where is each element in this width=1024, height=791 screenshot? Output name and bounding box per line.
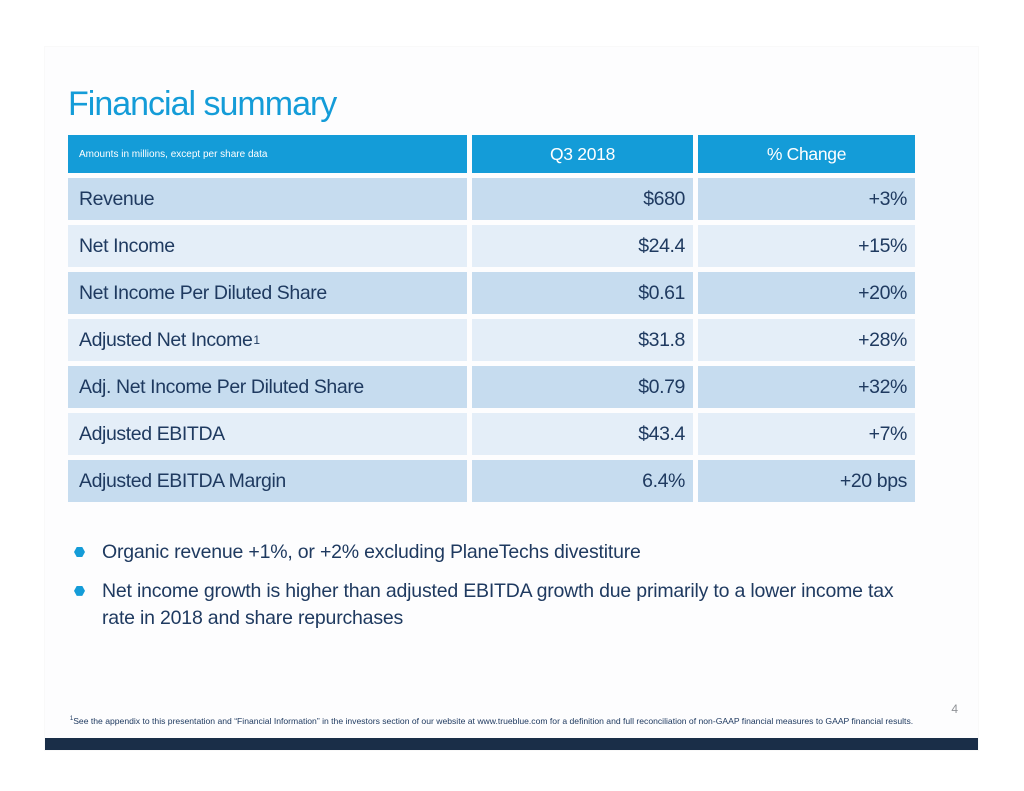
- table-header-row: Amounts in millions, except per share da…: [68, 135, 915, 173]
- bullet-hexagon-icon: [74, 585, 85, 596]
- row-value: $680: [472, 178, 693, 220]
- row-change: +20%: [698, 272, 915, 314]
- row-label: Adjusted EBITDA Margin: [68, 460, 467, 502]
- column-header-q3-2018: Q3 2018: [472, 135, 693, 173]
- row-label: Revenue: [68, 178, 467, 220]
- row-value: $43.4: [472, 413, 693, 455]
- table-row: Net Income $24.4 +15%: [68, 225, 915, 267]
- row-value: $0.79: [472, 366, 693, 408]
- row-label: Adj. Net Income Per Diluted Share: [68, 366, 467, 408]
- table-row: Adjusted Net Income 1 $31.8 +28%: [68, 319, 915, 361]
- bullet-item: Net income growth is higher than adjuste…: [68, 578, 928, 632]
- row-change: +20 bps: [698, 460, 915, 502]
- footnote-text: See the appendix to this presentation an…: [73, 716, 914, 726]
- table-row: Adjusted EBITDA Margin 6.4% +20 bps: [68, 460, 915, 502]
- bullet-hexagon-icon: [74, 547, 85, 557]
- footnote-superscript: 1: [69, 716, 74, 723]
- table-row: Adjusted EBITDA $43.4 +7%: [68, 413, 915, 455]
- financial-summary-table: Amounts in millions, except per share da…: [68, 135, 915, 502]
- row-label: Net Income: [68, 225, 467, 267]
- table-row: Adj. Net Income Per Diluted Share $0.79 …: [68, 366, 915, 408]
- row-value: $0.61: [472, 272, 693, 314]
- bullet-text: Net income growth is higher than adjuste…: [102, 579, 894, 629]
- bullet-text: Organic revenue +1%, or +2% excluding Pl…: [102, 541, 641, 563]
- row-label: Adjusted Net Income 1: [68, 319, 467, 361]
- row-change: +32%: [698, 366, 915, 408]
- table-row: Revenue $680 +3%: [68, 178, 915, 220]
- column-header-pct-change: % Change: [698, 135, 915, 173]
- footnote: 1See the appendix to this presentation a…: [68, 716, 915, 726]
- row-change: +15%: [698, 225, 915, 267]
- bullet-item: Organic revenue +1%, or +2% excluding Pl…: [68, 539, 928, 566]
- row-value: $24.4: [472, 225, 693, 267]
- table-note: Amounts in millions, except per share da…: [68, 135, 467, 173]
- row-value: $31.8: [472, 319, 693, 361]
- row-label: Adjusted EBITDA: [68, 413, 467, 455]
- table-row: Net Income Per Diluted Share $0.61 +20%: [68, 272, 915, 314]
- row-value: 6.4%: [472, 460, 693, 502]
- row-change: +28%: [698, 319, 915, 361]
- presentation-slide: Financial summary Amounts in millions, e…: [45, 47, 978, 750]
- bullet-list: Organic revenue +1%, or +2% excluding Pl…: [68, 539, 928, 632]
- row-change: +3%: [698, 178, 915, 220]
- page-number: 4: [951, 702, 958, 716]
- row-change: +7%: [698, 413, 915, 455]
- footer-bar: [45, 738, 978, 750]
- page-title: Financial summary: [68, 85, 337, 123]
- row-label: Net Income Per Diluted Share: [68, 272, 467, 314]
